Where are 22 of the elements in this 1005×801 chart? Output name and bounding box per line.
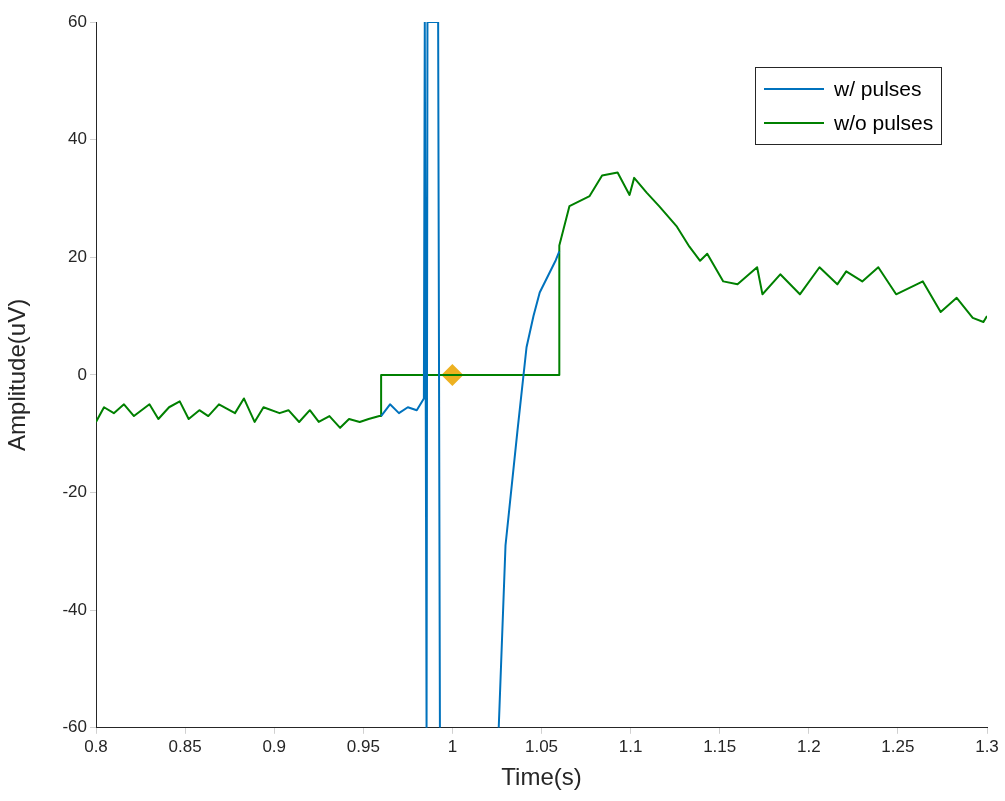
x-tick-label: 0.9 — [262, 736, 287, 756]
y-tick-label: 20 — [68, 246, 87, 266]
y-tick-label: -60 — [62, 717, 87, 737]
x-tick-label: 1.1 — [618, 736, 643, 756]
y-tick-label: 60 — [68, 11, 87, 31]
x-tick-label: 1.3 — [975, 736, 999, 756]
x-tick-label: 1.05 — [524, 736, 559, 756]
x-tick-label: 1.15 — [703, 736, 737, 756]
x-tick-label: 1.25 — [881, 736, 915, 756]
y-tick-label: -20 — [62, 482, 87, 502]
x-axis-title: Time(s) — [501, 763, 582, 791]
legend-label: w/o pulses — [834, 111, 934, 135]
y-tick-label: -40 — [62, 599, 87, 619]
x-tick-label: 1.2 — [796, 736, 821, 756]
x-tick-label: 0.95 — [346, 736, 380, 756]
y-tick-label: 40 — [68, 129, 87, 149]
x-tick-label: 1 — [447, 736, 458, 756]
y-axis-title: Amplitude(uV) — [3, 298, 31, 451]
legend-label: w/ pulses — [834, 77, 922, 101]
x-tick-label: 0.8 — [84, 736, 108, 756]
x-tick-label: 0.85 — [168, 736, 202, 756]
y-tick-label: 0 — [77, 364, 87, 384]
